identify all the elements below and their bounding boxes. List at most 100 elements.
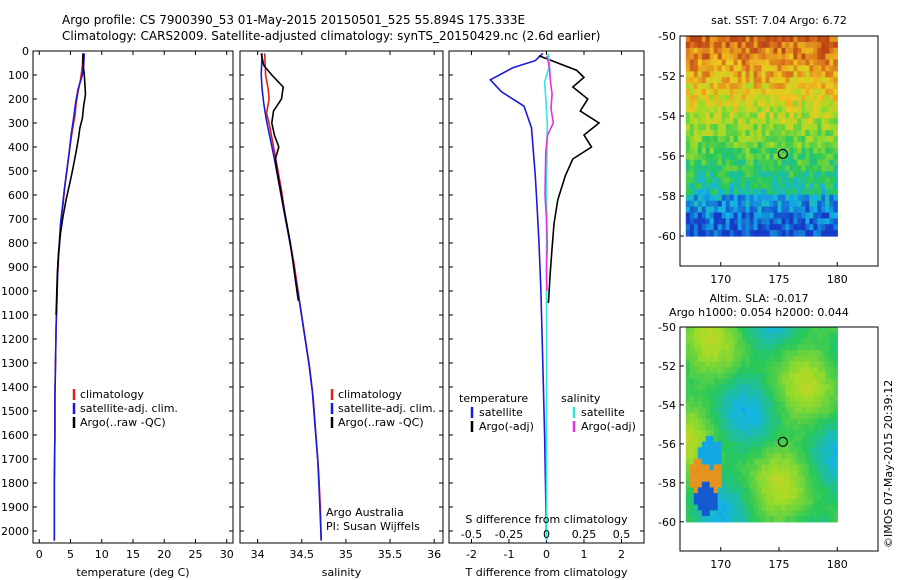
y-tick-label: 700 xyxy=(8,213,29,226)
heatmap-cell xyxy=(709,344,715,351)
heatmap-cell xyxy=(829,183,834,190)
y-tick-label: 100 xyxy=(8,69,29,82)
heatmap-cell xyxy=(805,124,810,131)
heatmap-cell xyxy=(773,194,779,202)
heatmap-cell xyxy=(737,141,743,149)
heatmap-cell xyxy=(809,349,814,357)
heatmap-cell xyxy=(705,338,711,345)
heatmap-cell xyxy=(781,88,787,96)
heatmap-cell xyxy=(753,435,759,443)
heatmap-cell xyxy=(785,224,790,231)
heatmap-cell xyxy=(777,458,783,466)
heatmap-cell xyxy=(761,372,767,380)
heatmap-cell xyxy=(817,206,822,214)
heatmap-cell xyxy=(757,327,763,334)
heatmap-cell xyxy=(833,83,838,90)
heatmap-cell xyxy=(745,47,751,55)
heatmap-cell xyxy=(821,401,826,408)
heatmap-cell xyxy=(789,206,794,214)
heatmap-cell xyxy=(801,372,806,380)
heatmap-cell xyxy=(793,177,798,184)
heatmap-cell xyxy=(809,65,814,72)
heatmap-cell xyxy=(801,177,806,184)
heatmap-cell xyxy=(809,183,814,190)
heatmap-cell xyxy=(813,390,818,397)
heatmap-cells xyxy=(685,36,838,237)
heatmap-cell xyxy=(773,83,779,90)
heatmap-cell xyxy=(689,516,695,523)
heatmap-cell xyxy=(729,171,735,178)
heatmap-cell xyxy=(825,327,830,334)
heatmap-cell xyxy=(789,441,794,448)
heatmap-cell xyxy=(689,407,695,414)
heatmap-cell xyxy=(717,327,723,334)
heatmap-cell xyxy=(773,378,779,385)
heatmap-cell xyxy=(809,418,814,425)
heatmap-cell xyxy=(709,47,715,55)
heatmap-cell xyxy=(717,94,723,102)
heatmap-cell xyxy=(705,106,711,114)
heatmap-cell xyxy=(789,498,794,506)
heatmap-cell xyxy=(825,441,830,448)
heatmap-cell xyxy=(781,338,787,345)
heatmap-cell xyxy=(809,510,814,517)
heatmap-cell xyxy=(749,453,755,460)
heatmap-cell xyxy=(825,124,830,131)
heatmap-cell xyxy=(789,77,794,84)
heatmap-cell xyxy=(717,206,723,214)
heatmap-cell xyxy=(749,112,755,119)
heatmap-cell xyxy=(793,372,798,380)
heatmap-cell xyxy=(769,458,775,466)
heatmap-cell xyxy=(737,493,743,500)
heatmap-cell xyxy=(813,188,818,196)
heatmap-cell xyxy=(745,130,751,137)
heatmap-cell xyxy=(705,71,711,78)
heatmap-cell xyxy=(761,332,767,339)
heatmap-cell xyxy=(833,395,838,402)
heatmap-cell xyxy=(821,504,826,511)
heatmap-cell xyxy=(749,395,755,402)
heatmap-cell xyxy=(737,378,743,385)
heatmap-cell xyxy=(785,65,790,72)
heatmap-cell xyxy=(769,36,775,43)
heatmap-cell xyxy=(809,441,814,448)
heatmap-cell xyxy=(705,464,711,471)
heatmap-cell xyxy=(785,504,790,511)
heatmap-cell xyxy=(789,424,794,431)
heatmap-cell xyxy=(813,384,818,391)
heatmap-cell xyxy=(781,83,787,90)
heatmap-cell xyxy=(697,165,703,172)
heatmap-cell xyxy=(709,212,715,219)
heatmap-cell xyxy=(833,435,838,443)
heatmap-cell xyxy=(825,447,830,454)
heatmap-cell xyxy=(753,504,759,511)
heatmap-cell xyxy=(701,355,707,362)
x-tick-label: 30 xyxy=(220,548,234,561)
heatmap-cell xyxy=(713,171,719,178)
heatmap-cell xyxy=(757,118,763,125)
heatmap-cell xyxy=(781,327,787,334)
heatmap-cell xyxy=(793,118,798,125)
heatmap-cell xyxy=(829,100,834,108)
heatmap-cell xyxy=(825,71,830,78)
heatmap-cell xyxy=(825,493,830,500)
heatmap-cell xyxy=(753,470,759,477)
heatmap-cell xyxy=(717,88,723,96)
heatmap-cell xyxy=(729,407,735,414)
heatmap-cell xyxy=(765,194,771,202)
heatmap-cell xyxy=(757,112,763,119)
y-tick-label: -58 xyxy=(658,190,676,203)
heatmap-cell xyxy=(713,407,719,414)
heatmap-cell xyxy=(809,112,814,119)
heatmap-cell xyxy=(817,36,822,43)
heatmap-cell xyxy=(781,493,787,500)
heatmap-cell xyxy=(725,100,731,108)
heatmap-cell xyxy=(701,441,707,448)
heatmap-cell xyxy=(749,230,755,237)
y-tick-label: 1200 xyxy=(1,333,29,346)
heatmap-cell xyxy=(773,424,779,431)
heatmap-cell xyxy=(789,384,794,391)
heatmap-cell xyxy=(733,355,739,362)
heatmap-cell xyxy=(749,71,755,78)
heatmap-cell xyxy=(825,476,830,483)
